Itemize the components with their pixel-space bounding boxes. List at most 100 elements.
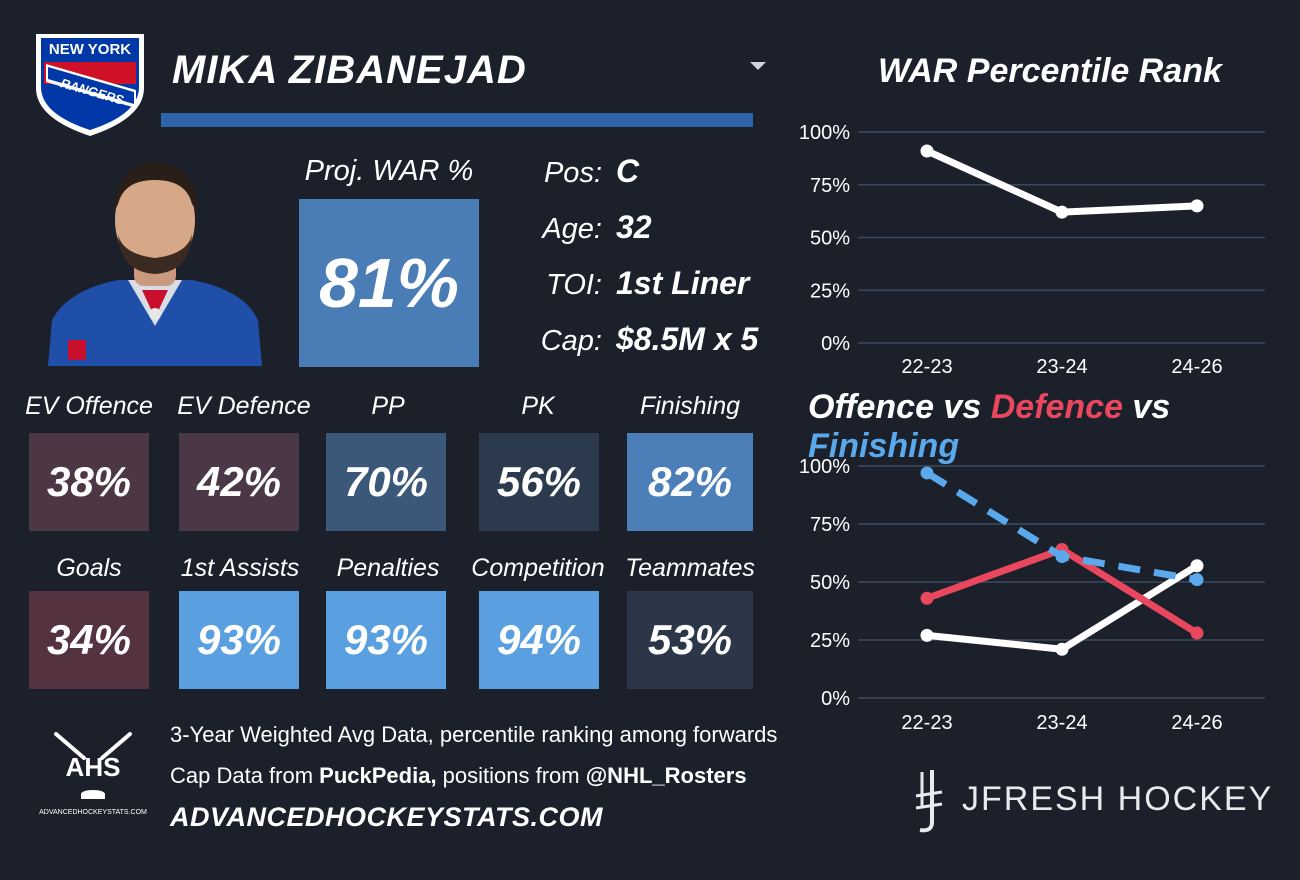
chart2-title-vs1: vs <box>933 388 991 426</box>
x-tick-label: 24-26 <box>1171 712 1222 734</box>
stat-value: 38% <box>46 458 132 505</box>
info-label: Age: <box>542 213 602 245</box>
rangers-logo: NEW YORK RANGERS <box>36 34 144 136</box>
stat-label-penalties: Penalties <box>336 554 440 582</box>
svg-text:AHS: AHS <box>66 752 121 782</box>
y-tick-label: 50% <box>810 572 850 594</box>
y-tick-label: 50% <box>810 228 850 250</box>
stat-box-pp: 70% <box>326 433 446 531</box>
ahs-logo: AHS ADVANCEDHOCKEYSTATS.COM <box>39 732 147 816</box>
info-row-age: Age: 32 <box>528 209 768 249</box>
stat-label-teammates: Teammates <box>625 554 755 582</box>
site-url: ADVANCEDHOCKEYSTATS.COM <box>170 802 604 832</box>
data-point <box>1190 573 1204 587</box>
chart1-title: WAR Percentile Rank <box>878 52 1222 90</box>
stat-value: 56% <box>496 458 582 505</box>
stat-label-goals: Goals <box>56 554 122 582</box>
y-tick-label: 100% <box>799 456 850 478</box>
footer-sources-middle: positions from <box>436 763 586 788</box>
x-tick-label: 23-24 <box>1036 712 1087 734</box>
chart2-title-vs2: vs <box>1122 388 1171 426</box>
series-line-finishing <box>925 469 1198 584</box>
stat-box-competition: 94% <box>479 591 599 689</box>
player-name: MIKA ZIBANEJAD <box>172 48 527 92</box>
info-value: 1st Liner <box>616 265 750 301</box>
proj-war-label: Proj. WAR % <box>304 155 474 187</box>
svg-text:ADVANCEDHOCKEYSTATS.COM: ADVANCEDHOCKEYSTATS.COM <box>39 809 147 816</box>
title-underline <box>161 113 753 127</box>
stat-value: 82% <box>647 458 733 505</box>
offence-defence-finishing-chart: 0% 25% 50% 75% 100% 22-23 23-24 24-26 <box>799 456 1265 734</box>
stat-value: 53% <box>647 616 733 663</box>
stat-box-finishing: 82% <box>627 433 753 531</box>
footer-sources-prefix: Cap Data from <box>170 763 320 788</box>
player-select-chevron-down-icon[interactable] <box>750 62 766 70</box>
stat-value: 93% <box>343 616 429 663</box>
stat-label-competition: Competition <box>471 554 605 582</box>
footer-sources: Cap Data from PuckPedia, positions from … <box>170 763 747 789</box>
jfresh-logo-icon <box>915 770 943 833</box>
chart2-title: Offence vs Defence vs Finishing <box>808 388 1300 466</box>
data-point <box>1190 199 1204 213</box>
svg-text:NEW YORK: NEW YORK <box>49 41 131 58</box>
y-tick-label: 75% <box>810 514 850 536</box>
y-tick-label: 25% <box>810 630 850 652</box>
footer-note: 3-Year Weighted Avg Data, percentile ran… <box>170 722 778 747</box>
info-row-pos: Pos: C <box>528 153 768 193</box>
data-point <box>1055 642 1069 656</box>
y-tick-label: 0% <box>821 333 850 355</box>
info-row-cap: Cap: $8.5M x 5 <box>528 321 768 361</box>
war-percentile-chart: 0% 25% 50% 75% 100% 22-23 23-24 24-26 <box>799 122 1265 378</box>
info-value: C <box>616 153 640 189</box>
stat-value: 34% <box>46 616 132 663</box>
data-point <box>920 144 934 158</box>
info-value: $8.5M x 5 <box>616 321 759 357</box>
stat-box-ev-defence: 42% <box>179 433 299 531</box>
proj-war-value: 81% <box>318 244 460 322</box>
data-point <box>1055 549 1069 563</box>
footer-source-nhl-rosters: @NHL_Rosters <box>585 763 747 788</box>
x-tick-label: 22-23 <box>901 712 952 734</box>
stat-label-pp: PP <box>371 392 405 420</box>
info-label: Cap: <box>540 325 602 357</box>
stat-box-teammates: 53% <box>627 591 753 689</box>
data-point <box>920 591 934 605</box>
data-point <box>920 628 934 642</box>
stat-label-pk: PK <box>521 392 555 420</box>
stat-label-finishing: Finishing <box>639 392 741 420</box>
y-tick-label: 25% <box>810 280 850 302</box>
stat-value: 42% <box>196 458 282 505</box>
player-headshot <box>48 162 262 366</box>
stat-box-ev-offence: 38% <box>29 433 149 531</box>
data-point <box>1190 626 1204 640</box>
stat-box-pk: 56% <box>479 433 599 531</box>
stat-label-1st-assists: 1st Assists <box>180 554 300 582</box>
brand-name: JFRESH HOCKEY <box>962 780 1274 818</box>
data-point <box>1055 205 1069 219</box>
stat-value: 94% <box>496 616 582 663</box>
info-label: TOI: <box>546 269 602 301</box>
data-point <box>920 466 934 480</box>
stat-box-penalties: 93% <box>326 591 446 689</box>
x-tick-label: 23-24 <box>1036 356 1087 378</box>
x-tick-label: 22-23 <box>901 356 952 378</box>
chart2-title-defence: Defence <box>990 388 1123 426</box>
footer-source-puckpedia: PuckPedia, <box>319 763 437 788</box>
info-value: 32 <box>616 209 652 245</box>
stat-value: 93% <box>196 616 282 663</box>
chart2-title-offence: Offence <box>808 388 934 426</box>
chart2-title-finishing: Finishing <box>808 427 960 465</box>
stat-label-ev-defence: EV Defence <box>177 392 311 420</box>
y-tick-label: 0% <box>821 688 850 710</box>
stat-label-ev-offence: EV Offence <box>25 392 153 420</box>
x-tick-label: 24-26 <box>1171 356 1222 378</box>
stat-value: 70% <box>343 458 429 505</box>
y-tick-label: 100% <box>799 122 850 144</box>
data-point <box>1190 559 1204 573</box>
info-row-toi: TOI: 1st Liner <box>528 265 768 305</box>
y-tick-label: 75% <box>810 175 850 197</box>
info-label: Pos: <box>543 157 602 189</box>
stat-box-1st-assists: 93% <box>179 591 299 689</box>
proj-war-value-box: 81% <box>299 199 479 367</box>
stat-box-goals: 34% <box>29 591 149 689</box>
